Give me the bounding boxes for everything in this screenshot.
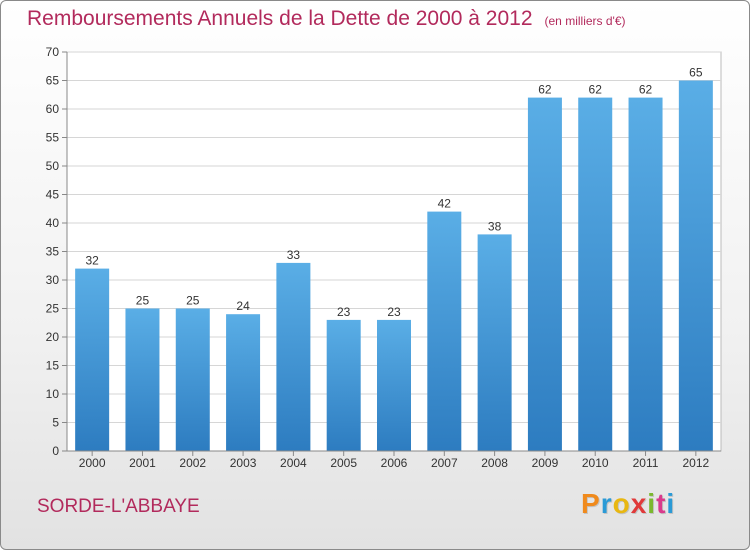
proxiti-logo-letter: P: [581, 488, 601, 519]
x-tick-label: 2000: [79, 456, 106, 470]
bar: [578, 97, 613, 451]
y-tick-label: 50: [46, 159, 60, 173]
proxiti-logo: Proxiti: [581, 488, 675, 520]
y-tick-label: 10: [46, 387, 60, 401]
bar-value-label: 42: [438, 197, 452, 211]
bar: [477, 234, 512, 451]
proxiti-logo-letter: i: [666, 488, 676, 519]
y-tick-label: 35: [46, 245, 60, 259]
x-tick-label: 2008: [481, 456, 508, 470]
bar: [125, 308, 160, 451]
y-tick-label: 65: [46, 74, 60, 88]
x-tick-label: 2002: [179, 456, 206, 470]
y-tick-label: 5: [52, 416, 59, 430]
bar-value-label: 65: [689, 66, 703, 80]
bar: [678, 80, 713, 451]
x-tick-label: 2006: [381, 456, 408, 470]
proxiti-logo-letter: o: [612, 488, 631, 519]
proxiti-logo-letter: t: [656, 488, 667, 519]
x-tick-label: 2012: [682, 456, 709, 470]
bar: [75, 268, 110, 451]
bar: [226, 314, 261, 451]
x-tick-label: 2010: [582, 456, 609, 470]
bar: [326, 319, 361, 451]
y-tick-label: 55: [46, 131, 60, 145]
y-tick-label: 15: [46, 359, 60, 373]
proxiti-logo-letter: i: [647, 488, 657, 519]
y-tick-label: 40: [46, 216, 60, 230]
bar: [527, 97, 562, 451]
x-tick-label: 2004: [280, 456, 307, 470]
bar: [276, 262, 311, 451]
x-tick-label: 2011: [633, 456, 659, 470]
x-tick-label: 2001: [129, 456, 156, 470]
bar: [628, 97, 663, 451]
chart-title: Remboursements Annuels de la Dette de 20…: [27, 7, 626, 31]
bar-value-label: 25: [186, 294, 200, 308]
y-tick-label: 25: [46, 302, 60, 316]
bar-value-label: 23: [387, 305, 401, 319]
y-tick-label: 0: [52, 444, 59, 458]
y-tick-label: 45: [46, 188, 60, 202]
y-tick-label: 70: [46, 45, 60, 59]
x-tick-label: 2005: [330, 456, 357, 470]
chart-unit: (en milliers d'€): [544, 14, 626, 28]
y-tick-label: 30: [46, 273, 60, 287]
bar-value-label: 23: [337, 305, 351, 319]
bar: [175, 308, 210, 451]
x-tick-label: 2003: [230, 456, 257, 470]
x-tick-label: 2007: [431, 456, 458, 470]
bar-value-label: 38: [488, 219, 502, 233]
bar-value-label: 25: [136, 294, 150, 308]
proxiti-logo-letter: x: [630, 488, 648, 519]
commune-name: SORDE-L'ABBAYE: [37, 496, 200, 517]
bar-value-label: 62: [589, 83, 603, 97]
bar-value-label: 62: [538, 83, 552, 97]
y-tick-label: 20: [46, 330, 60, 344]
bar-value-label: 24: [236, 299, 250, 313]
bar: [427, 211, 462, 451]
chart-title-text: Remboursements Annuels de la Dette de 20…: [27, 7, 533, 30]
bar: [377, 319, 411, 451]
bar-value-label: 62: [639, 83, 653, 97]
y-tick-label: 60: [46, 102, 60, 116]
bar-value-label: 33: [287, 248, 301, 262]
x-tick-label: 2009: [532, 456, 559, 470]
bar-value-label: 32: [85, 254, 99, 268]
proxiti-logo-letter: r: [600, 488, 613, 519]
